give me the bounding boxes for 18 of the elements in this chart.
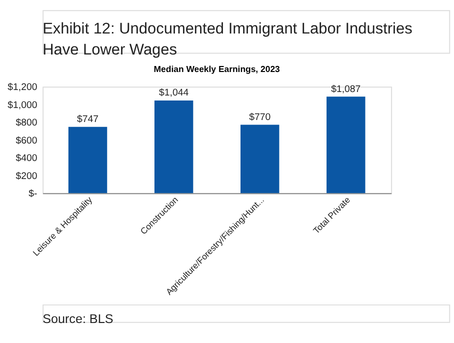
y-tick-label: $400	[16, 153, 38, 164]
chart-title: Exhibit 12: Undocumented Immigrant Labor Industries Have Lower Wages	[42, 20, 413, 59]
source-note: Source: BLS	[42, 312, 114, 326]
data-label: $1,044	[159, 88, 190, 99]
bar	[68, 126, 108, 194]
y-tick-label: $200	[16, 170, 38, 182]
y-tick-label: $600	[16, 135, 38, 146]
bar	[154, 100, 194, 194]
bar	[326, 96, 366, 194]
data-label: $747	[77, 114, 99, 126]
bar	[240, 124, 280, 194]
y-tick-label: $1,000	[8, 100, 38, 111]
y-tick-label: $-	[28, 188, 38, 200]
y-tick-label: $1,200	[8, 82, 38, 94]
chart-subtitle: Median Weekly Earnings, 2023	[154, 64, 280, 74]
y-tick-label: $800	[16, 118, 38, 129]
data-label: $1,087	[331, 84, 361, 95]
data-label: $770	[249, 112, 271, 123]
